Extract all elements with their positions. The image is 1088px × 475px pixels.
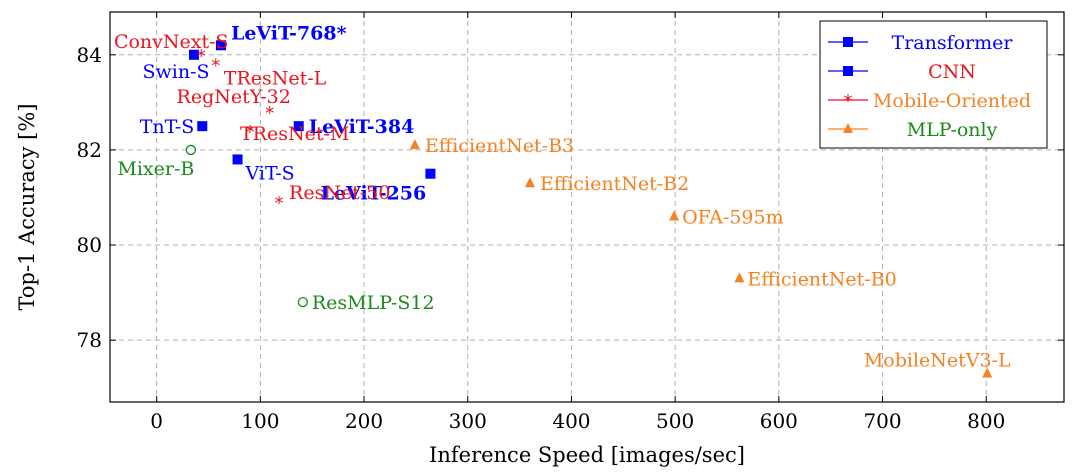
point-label-levit-768: LeViT-768*	[231, 22, 347, 44]
point-mixer-b	[185, 144, 197, 156]
point-resnet-50: *	[275, 193, 284, 214]
point-mobilenetv3-l	[982, 367, 993, 378]
point-levit-384	[293, 121, 304, 132]
point-label-regnety-32: RegNetY-32	[177, 86, 291, 108]
point-ofa-595m	[669, 210, 680, 221]
legend-marker-mlp-only	[843, 123, 853, 133]
point-label-ofa-595m: OFA-595m	[682, 207, 784, 229]
point-label-swin-s: Swin-S	[142, 61, 209, 83]
point-tresnet-m: *	[245, 122, 254, 143]
x-tick-label: 500	[656, 409, 694, 433]
point-label-tresnet-m: TResNet-M	[240, 123, 349, 145]
y-tick-label: 80	[77, 233, 102, 257]
point-label-levit-256: LeViT-256	[321, 183, 427, 205]
point-swin-s	[188, 49, 199, 60]
point-tresnet-l: *	[211, 55, 220, 76]
point-efficientnet-b2	[524, 177, 535, 188]
point-label-vit-s: ViT-S	[245, 162, 295, 184]
point-label-efficientnet-b2: EfficientNet-B2	[540, 173, 689, 195]
legend-marker-transformer	[843, 37, 853, 47]
x-tick-label: 700	[863, 409, 901, 433]
y-tick-label: 82	[77, 138, 102, 162]
point-levit-256	[425, 168, 436, 179]
point-label-efficientnet-b3: EfficientNet-B3	[425, 135, 574, 157]
legend-label-mlp-only: MLP-only	[907, 119, 998, 141]
x-tick-label: 600	[760, 409, 798, 433]
point-label-mobilenetv3-l: MobileNetV3-L	[864, 349, 1011, 371]
x-axis-title: Inference Speed [images/sec]	[429, 443, 745, 467]
data-points: LeViT-768* Swin-S TnT-S LeViT-384 ViT-S LeViT…	[114, 22, 1011, 378]
plot-frame	[109, 11, 1065, 403]
x-tick-label: 100	[241, 409, 279, 433]
point-resmlp-s12	[297, 296, 309, 308]
x-tick-label: 400	[552, 409, 590, 433]
point-convnext-s: *	[197, 46, 206, 67]
y-tick-label: 78	[77, 328, 102, 352]
point-efficientnet-b0	[734, 272, 745, 283]
y-tick-label: 84	[77, 43, 102, 67]
x-tick-label: 0	[150, 409, 163, 433]
point-label-resmlp-s12: ResMLP-S12	[312, 292, 435, 314]
axis-ticks: 0 100 200 300 400 500 600 700 800 78 80 82 84	[77, 12, 1064, 433]
point-label-convnext-s: ConvNext-S	[114, 31, 229, 53]
x-tick-label: 300	[449, 409, 487, 433]
point-tnt-s	[197, 121, 208, 132]
legend-marker-cnn	[843, 66, 853, 76]
point-label-levit-384: LeViT-384	[309, 116, 415, 138]
point-vit-s	[232, 154, 243, 165]
point-label-tresnet-l: TResNet-L	[224, 67, 327, 89]
point-efficientnet-b3	[409, 139, 420, 150]
point-label-mixer-b: Mixer-B	[117, 158, 194, 180]
x-tick-label: 800	[967, 409, 1005, 433]
point-label-tnt-s: TnT-S	[140, 116, 195, 138]
legend-label-transformer: Transformer	[892, 32, 1014, 54]
legend: Transformer CNN * Mobile-Oriented MLP-only	[819, 20, 1048, 149]
point-regnety-32: *	[265, 103, 274, 124]
point-label-efficientnet-b0: EfficientNet-B0	[747, 268, 896, 290]
x-tick-label: 200	[345, 409, 383, 433]
point-levit-768	[215, 40, 226, 51]
point-label-resnet-50: ResNet-50	[289, 182, 390, 204]
legend-label-cnn: CNN	[928, 61, 976, 83]
legend-label-mobile-oriented: Mobile-Oriented	[873, 90, 1031, 112]
y-axis-title: Top-1 Accuracy [%]	[15, 103, 39, 310]
legend-marker-mobile-oriented: *	[844, 91, 853, 112]
